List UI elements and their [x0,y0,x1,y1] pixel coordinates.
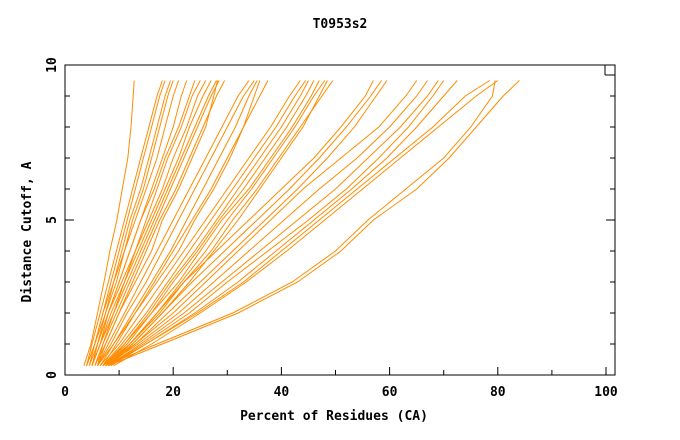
y-tick-label: 5 [45,216,60,224]
series-line-30 [105,80,382,367]
series-layer [83,80,520,367]
series-line-20 [102,80,261,366]
series-line-25 [102,80,320,367]
series-line-40 [105,80,496,367]
series-line-17 [97,80,255,366]
series-line-13 [97,80,220,366]
series-line-8 [91,80,196,366]
x-tick-label: 20 [165,385,181,400]
series-line-31 [107,80,388,367]
series-line-37 [108,80,490,367]
series-line-6 [86,80,180,366]
y-tick-labels: 0 5 10 [45,57,60,379]
series-line-15 [97,80,219,366]
series-line-16 [97,80,250,366]
series-line-29 [102,80,374,367]
series-line-33 [105,80,428,367]
series-line-22 [102,80,307,367]
series-line-27 [105,80,334,367]
y-tick-label: 0 [45,371,60,379]
x-tick-labels: 0 20 40 60 80 100 [61,385,618,400]
series-line-18 [99,80,258,366]
series-line-21 [99,80,301,367]
x-tick-label: 100 [594,385,618,400]
series-line-23 [102,80,309,367]
series-line-38 [113,80,499,367]
x-tick-label: 80 [490,385,506,400]
x-tick-label: 40 [274,385,290,400]
series-line-4 [88,80,171,366]
series-line-39 [108,80,520,367]
x-tick-label: 60 [382,385,398,400]
axis-ticks [65,65,615,375]
series-line-35 [108,80,445,367]
series-line-32 [102,80,418,367]
series-line-1 [83,80,135,366]
series-line-36 [110,80,458,367]
chart-title: T0953s2 [313,17,368,32]
series-line-24 [105,80,315,367]
series-line-11 [94,80,212,366]
y-tick-label: 10 [45,57,60,73]
x-tick-label: 0 [61,385,69,400]
series-line-2 [86,80,163,366]
series-line-34 [108,80,439,367]
series-line-10 [91,80,207,366]
y-axis-label: Distance Cutoff, A [20,161,35,302]
x-axis-label: Percent of Residues (CA) [240,409,428,424]
series-line-12 [91,80,217,366]
series-line-19 [97,80,269,366]
series-line-9 [88,80,201,366]
series-line-5 [91,80,174,366]
